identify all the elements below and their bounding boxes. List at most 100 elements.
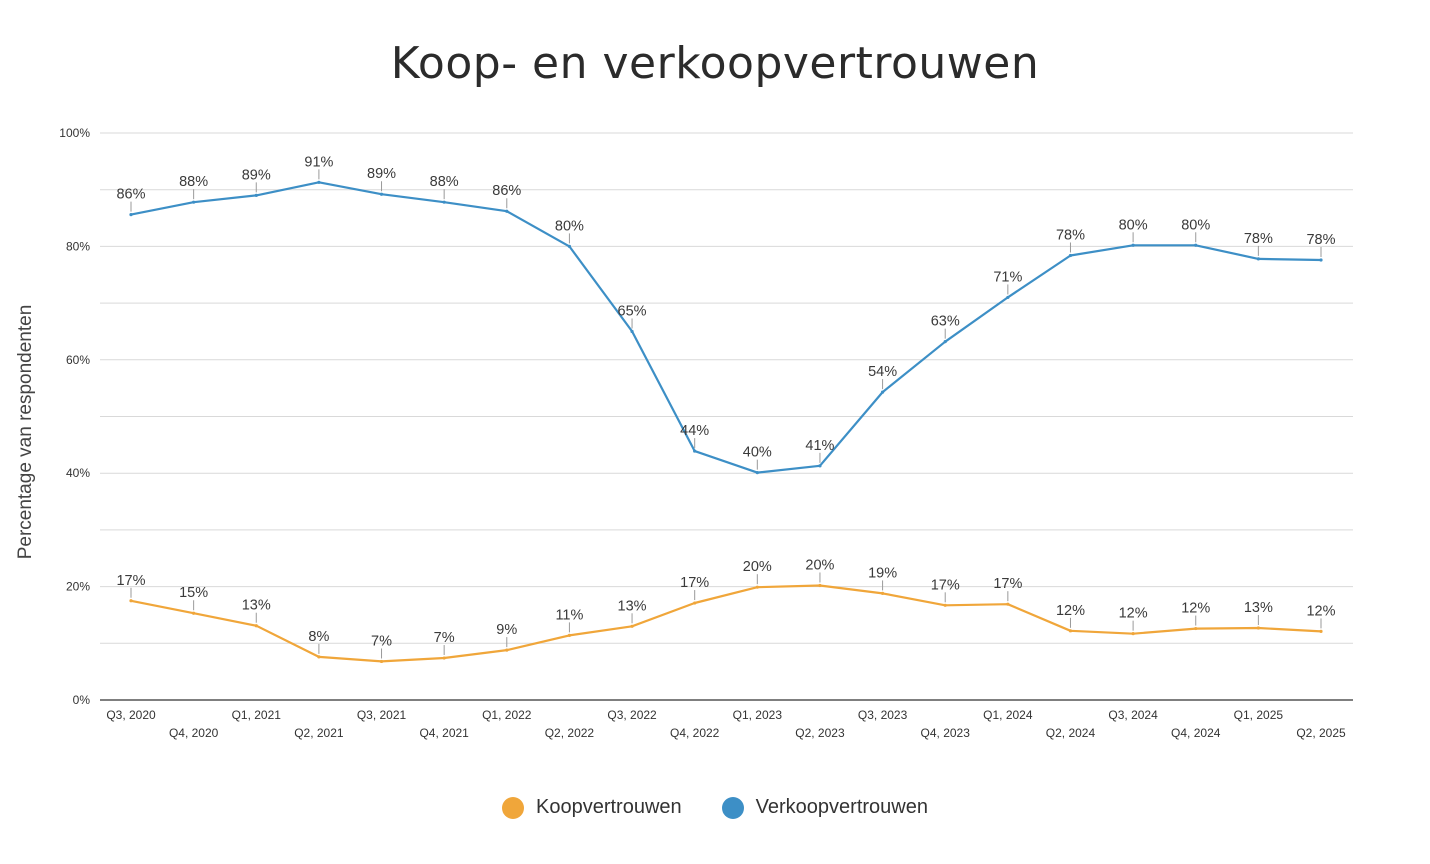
data-point xyxy=(1006,602,1010,606)
y-tick-label: 80% xyxy=(66,239,90,253)
data-point xyxy=(192,611,196,615)
data-label: 12% xyxy=(1056,603,1085,619)
data-label: 9% xyxy=(496,622,517,638)
legend-item-koopvertrouwen: Koopvertrouwen xyxy=(502,796,682,819)
data-label: 13% xyxy=(242,598,271,614)
x-tick-label: Q3, 2021 xyxy=(357,708,407,722)
x-tick-label: Q2, 2023 xyxy=(795,726,845,740)
data-point xyxy=(943,603,947,607)
data-label: 12% xyxy=(1119,606,1148,622)
data-point xyxy=(630,329,634,334)
data-label: 78% xyxy=(1244,231,1273,247)
data-point xyxy=(505,648,509,652)
x-tick-label: Q3, 2024 xyxy=(1108,708,1158,722)
data-label: 7% xyxy=(371,633,392,649)
y-axis-label: Percentage van respondenten xyxy=(15,305,36,560)
data-label: 15% xyxy=(179,585,208,601)
data-point xyxy=(505,209,509,213)
x-tick-label: Q2, 2025 xyxy=(1296,726,1346,740)
legend-swatch xyxy=(721,796,744,819)
legend-swatch xyxy=(502,796,524,819)
y-tick-label: 0% xyxy=(73,693,91,707)
data-point xyxy=(1194,626,1198,631)
data-point xyxy=(254,624,258,628)
data-point xyxy=(254,193,258,197)
data-point xyxy=(630,624,634,628)
x-tick-label: Q1, 2025 xyxy=(1234,708,1284,722)
x-tick-label: Q1, 2023 xyxy=(733,708,783,722)
legend: Koopvertrouwen Verkoopvertrouwen xyxy=(0,796,1430,819)
data-point xyxy=(1319,258,1323,262)
line-chart: 0% 20% 40% 60% 80% 100% Q3, 2020 Q4, 2020 Q1, 2… xyxy=(15,126,1353,740)
x-tick-label: Q2, 2024 xyxy=(1046,726,1096,740)
y-axis: 0% 20% 40% 60% 80% 100% xyxy=(59,126,90,707)
data-label: 20% xyxy=(805,557,834,573)
data-point xyxy=(880,390,885,394)
x-axis: Q3, 2020 Q4, 2020 Q1, 2021 Q2, 2021 Q3, 2021… xyxy=(100,699,1353,740)
data-label: 54% xyxy=(868,364,897,380)
data-label: 71% xyxy=(993,269,1022,285)
series-line xyxy=(130,584,1322,663)
data-point xyxy=(379,659,384,664)
data-label: 65% xyxy=(618,303,647,319)
data-label: 13% xyxy=(1244,600,1273,616)
data-point xyxy=(317,180,321,184)
x-tick-label: Q4, 2020 xyxy=(169,726,219,740)
series-layer: 17% 15% 13% 8% 7% 7% 9% 11% 13% 17% 20% 20% 19% 17% 17… xyxy=(116,154,1336,664)
data-label: 91% xyxy=(304,154,333,170)
data-point xyxy=(317,655,321,659)
data-point xyxy=(379,192,384,196)
data-point xyxy=(880,591,885,596)
data-label: 8% xyxy=(308,629,329,645)
data-point xyxy=(567,244,572,248)
data-point xyxy=(1068,629,1073,633)
x-tick-label: Q3, 2022 xyxy=(607,708,657,722)
data-label: 88% xyxy=(179,174,208,190)
data-point xyxy=(1256,626,1260,630)
legend-item-verkoopvertrouwen: Verkoopvertrouwen xyxy=(721,796,928,819)
data-label: 86% xyxy=(116,187,145,203)
data-label: 80% xyxy=(555,218,584,234)
x-tick-label: Q4, 2024 xyxy=(1171,726,1221,740)
data-label: 12% xyxy=(1306,603,1335,619)
data-point xyxy=(818,464,822,468)
data-point xyxy=(755,471,759,475)
data-label: 63% xyxy=(931,314,960,330)
data-point xyxy=(693,601,697,605)
x-tick-label: Q2, 2022 xyxy=(545,726,595,740)
data-label: 78% xyxy=(1306,232,1335,248)
legend-label: Verkoopvertrouwen xyxy=(755,796,928,818)
data-point xyxy=(1194,243,1198,247)
data-label: 78% xyxy=(1056,227,1085,243)
data-point xyxy=(567,633,572,637)
data-label: 88% xyxy=(430,174,459,190)
series-verkoopvertrouwen: 86% 88% 89% 91% 89% 88% 86% 80% 65% 44% 40% 41% 54% 6… xyxy=(116,154,1336,475)
data-point xyxy=(1131,243,1135,247)
data-label: 41% xyxy=(805,438,834,454)
data-label: 13% xyxy=(618,598,647,614)
data-label: 19% xyxy=(868,565,897,581)
y-tick-label: 100% xyxy=(59,126,90,140)
data-point xyxy=(1319,629,1323,633)
data-label: 89% xyxy=(367,166,396,182)
x-tick-label: Q2, 2021 xyxy=(294,726,344,740)
data-point xyxy=(943,340,947,344)
data-point xyxy=(442,200,446,204)
x-tick-label: Q1, 2024 xyxy=(983,708,1033,722)
x-tick-label: Q4, 2023 xyxy=(921,726,971,740)
data-point xyxy=(1131,632,1135,636)
data-label: 20% xyxy=(743,559,772,575)
y-tick-label: 60% xyxy=(66,353,90,367)
series-line xyxy=(130,181,1322,474)
data-point xyxy=(1068,253,1073,258)
data-point xyxy=(442,656,446,660)
data-label: 12% xyxy=(1181,601,1210,617)
data-label: 17% xyxy=(993,576,1022,592)
data-point xyxy=(192,200,196,204)
data-label: 40% xyxy=(743,445,772,461)
gridlines xyxy=(100,132,1353,644)
chart-title: Koop- en verkoopvertrouwen xyxy=(390,38,1040,89)
x-tick-label: Q1, 2021 xyxy=(232,708,282,722)
x-tick-label: Q4, 2021 xyxy=(419,726,469,740)
series-koopvertrouwen: 17% 15% 13% 8% 7% 7% 9% 11% 13% 17% 20% 20% 19% 17% 17… xyxy=(116,557,1336,664)
